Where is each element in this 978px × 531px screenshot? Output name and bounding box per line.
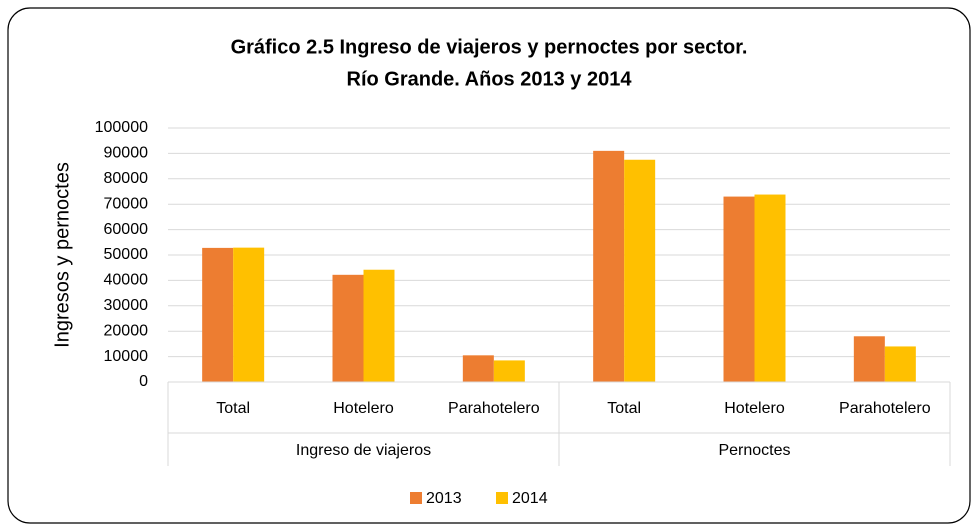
- legend-label: 2013: [426, 490, 462, 507]
- y-tick-label: 0: [139, 373, 148, 390]
- x-tick-label: Total: [216, 400, 250, 417]
- bar: [754, 194, 786, 382]
- legend-swatch: [410, 492, 422, 504]
- y-tick-label: 80000: [104, 170, 149, 187]
- bar: [202, 247, 234, 382]
- x-tick-label: Parahotelero: [839, 400, 931, 417]
- y-tick-label: 30000: [104, 297, 149, 314]
- y-axis-label: Ingresos y pernoctes: [51, 162, 73, 348]
- chart-title: Río Grande. Años 2013 y 2014: [347, 68, 633, 90]
- bar: [332, 274, 364, 382]
- y-tick-label: 60000: [104, 221, 149, 238]
- y-tick-label: 40000: [104, 272, 149, 289]
- bar: [462, 355, 494, 382]
- group-label: Ingreso de viajeros: [296, 442, 431, 459]
- group-label: Pernoctes: [718, 442, 790, 459]
- chart-title: Gráfico 2.5 Ingreso de viajeros y pernoc…: [231, 36, 748, 58]
- y-tick-label: 100000: [95, 119, 148, 136]
- y-tick-label: 20000: [104, 322, 149, 339]
- x-tick-label: Total: [607, 400, 641, 417]
- bar: [723, 196, 755, 382]
- x-tick-label: Hotelero: [724, 400, 785, 417]
- y-tick-label: 10000: [104, 348, 149, 365]
- x-tick-label: Parahotelero: [448, 400, 540, 417]
- bar: [593, 150, 625, 382]
- legend-label: 2014: [512, 490, 548, 507]
- bar: [233, 247, 265, 382]
- bar: [363, 269, 395, 382]
- bar: [493, 360, 525, 382]
- legend-swatch: [496, 492, 508, 504]
- y-tick-label: 70000: [104, 195, 149, 212]
- bar: [884, 346, 916, 382]
- x-tick-label: Hotelero: [333, 400, 394, 417]
- y-tick-label: 90000: [104, 145, 149, 162]
- bar: [624, 159, 656, 382]
- bar: [853, 336, 885, 382]
- chart-frame: [7, 7, 971, 524]
- y-tick-label: 50000: [104, 246, 149, 263]
